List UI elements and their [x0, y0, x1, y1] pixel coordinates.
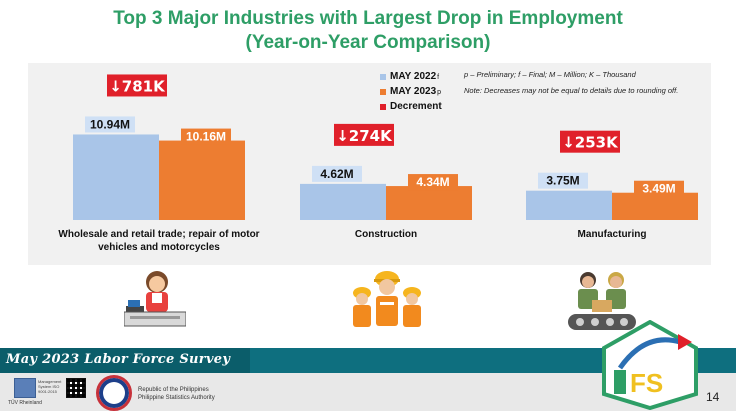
decrement-badge	[107, 74, 167, 97]
legend-sup-may2023: p	[437, 89, 442, 96]
legend-swatch-decrement	[380, 104, 386, 110]
bar-may2023	[612, 192, 698, 220]
legend: MAY 2022f MAY 2023p Decrement	[380, 70, 460, 115]
decrement-label: ↓781K	[109, 77, 166, 95]
decrement-label: ↓274K	[336, 127, 393, 145]
legend-item-may2022: MAY 2022f	[380, 70, 460, 85]
legend-swatch-may2022	[380, 74, 386, 80]
category-label: Construction	[355, 229, 417, 240]
value-label-box	[312, 165, 362, 182]
category-label: Manufacturing	[578, 229, 647, 240]
svg-text:FS: FS	[630, 368, 663, 398]
bar-chart: 10.94M 10.16M ↓781K Wholesale and retail tr…	[58, 74, 698, 253]
notes-abbreviations: p – Preliminary; f – Final; M – Million;…	[464, 70, 636, 79]
agency-line-1: Republic of the Philippines	[138, 387, 209, 393]
bar-may2023	[159, 140, 245, 220]
legend-sup-may2022: f	[437, 74, 440, 81]
value-label-may2023: 4.34M	[416, 175, 449, 189]
decrement-label: ↓253K	[562, 134, 619, 152]
lfs-logo: FS	[602, 320, 698, 410]
bar-may2022	[300, 183, 386, 220]
qr-code	[66, 378, 86, 398]
legend-label-may2023: MAY 2023	[390, 86, 437, 97]
certification-logo	[14, 378, 36, 398]
legend-swatch-may2023	[380, 89, 386, 95]
legend-label-decrement: Decrement	[390, 101, 442, 112]
value-label-box	[85, 116, 135, 133]
value-label-may2022: 4.62M	[320, 167, 353, 181]
legend-item-may2023: MAY 2023p	[380, 85, 460, 100]
bar-may2022	[526, 190, 612, 220]
agency-line-2: Philippine Statistics Authority	[138, 395, 215, 401]
category-label: vehicles and motorcycles	[98, 242, 220, 253]
chart-panel: 10.94M 10.16M ↓781K Wholesale and retail tr…	[28, 63, 711, 265]
value-label-box	[634, 180, 684, 197]
factory-workers-icon	[568, 272, 636, 330]
certification-text: TÜV Rheinland	[8, 400, 42, 406]
notes-rounding: Note: Decreases may not be equal to deta…	[464, 86, 679, 95]
value-label-may2022: 3.75M	[546, 174, 579, 188]
certification-details: Management System ISO 9001:2015	[38, 379, 62, 394]
value-label-box	[181, 128, 231, 145]
bar-may2022	[73, 134, 159, 220]
footer-bar-accent	[0, 348, 250, 373]
value-label-box	[408, 174, 458, 191]
bar-may2023	[386, 186, 472, 220]
chart-title: Top 3 Major Industries with Largest Drop…	[113, 8, 623, 29]
page-number: 14	[706, 390, 720, 404]
agency-name: Republic of the Philippines Philippine S…	[138, 386, 215, 402]
construction-workers-icon	[353, 271, 421, 327]
value-label-box	[538, 172, 588, 189]
decrement-badge	[334, 123, 394, 146]
cashier-icon	[124, 271, 186, 327]
legend-item-decrement: Decrement	[380, 100, 460, 115]
legend-label-may2022: MAY 2022	[390, 71, 437, 82]
value-label-may2023: 3.49M	[642, 182, 675, 196]
chart-subtitle: (Year-on-Year Comparison)	[245, 32, 491, 53]
survey-title: May 2023 Labor Force Survey	[6, 352, 231, 367]
decrement-badge	[560, 130, 620, 153]
value-label-may2022: 10.94M	[90, 117, 130, 131]
psa-seal-logo	[96, 375, 132, 411]
chart-notes: p – Preliminary; f – Final; M – Million;…	[464, 70, 704, 102]
category-label: Wholesale and retail trade; repair of mo…	[58, 229, 259, 240]
value-label-may2023: 10.16M	[186, 130, 226, 144]
